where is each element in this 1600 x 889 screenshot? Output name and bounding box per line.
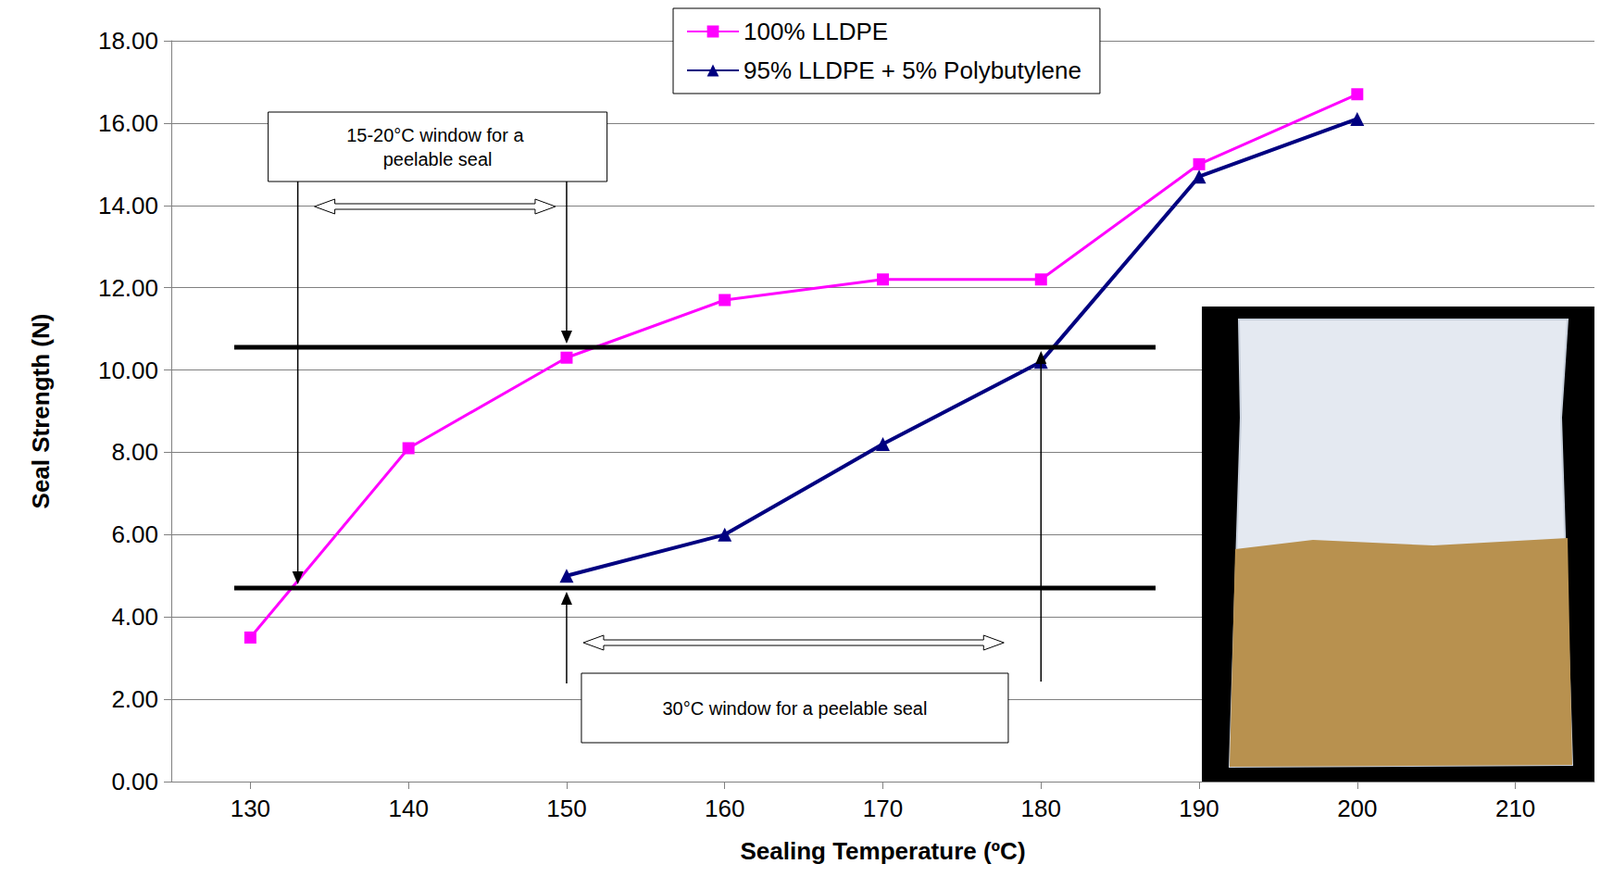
svg-text:10.00: 10.00 (98, 356, 159, 385)
svg-text:14.00: 14.00 (98, 191, 159, 220)
svg-text:16.00: 16.00 (98, 109, 159, 138)
svg-text:2.00: 2.00 (111, 685, 159, 713)
svg-text:30°C window for a peelable sea: 30°C window for a peelable seal (662, 698, 927, 719)
svg-text:130: 130 (230, 794, 271, 823)
svg-text:190: 190 (1178, 794, 1219, 823)
svg-text:Seal Strength (N): Seal Strength (N) (26, 313, 55, 510)
svg-text:170: 170 (862, 794, 903, 823)
svg-text:18.00: 18.00 (98, 26, 159, 55)
svg-text:160: 160 (704, 794, 745, 823)
svg-text:peelable seal: peelable seal (383, 149, 493, 170)
svg-text:0.00: 0.00 (111, 767, 159, 796)
svg-text:8.00: 8.00 (111, 437, 159, 466)
svg-text:210: 210 (1495, 794, 1536, 823)
svg-text:15-20°C window for a: 15-20°C window for a (346, 125, 529, 146)
svg-text:6.00: 6.00 (111, 520, 159, 549)
svg-text:12.00: 12.00 (98, 274, 159, 302)
svg-text:95% LLDPE + 5% Polybutylene: 95% LLDPE + 5% Polybutylene (743, 56, 1082, 85)
svg-text:200: 200 (1337, 794, 1377, 823)
svg-text:180: 180 (1021, 794, 1062, 823)
svg-text:150: 150 (546, 794, 587, 823)
svg-text:4.00: 4.00 (111, 602, 159, 631)
svg-text:100% LLDPE: 100% LLDPE (743, 17, 888, 46)
svg-text:Sealing Temperature (ºC): Sealing Temperature (ºC) (739, 837, 1025, 865)
svg-text:140: 140 (387, 794, 428, 823)
